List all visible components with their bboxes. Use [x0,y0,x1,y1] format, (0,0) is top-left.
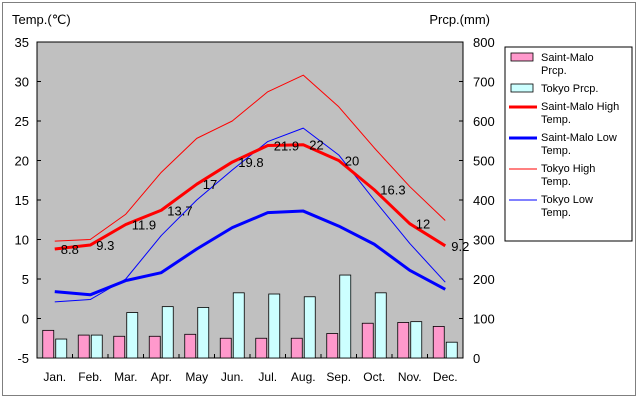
line-saint-malo-high-temp [54,143,447,251]
x-tick-label: Mar. [114,370,137,384]
data-label: 12 [416,217,430,232]
legend-label: Temp. [541,207,571,219]
bar-saint-malo-prcp [255,337,268,359]
bar-saint-malo-prcp [184,333,197,359]
left-axis-title: Temp.(℃) [12,12,71,27]
left-tick-label: 30 [15,75,29,90]
legend-label: Temp. [541,145,571,157]
x-tick-label: Feb. [78,370,102,384]
right-tick-label: 400 [473,193,495,208]
bar-saint-malo-prcp [42,329,55,359]
right-tick-label: 0 [473,351,480,366]
legend-label: Tokyo Low [541,194,593,206]
data-label: 13.7 [167,203,192,218]
legend-label: Saint-Malo [541,52,594,64]
plot-area [36,41,464,359]
bar-saint-malo-prcp [219,337,232,359]
right-tick-label: 200 [473,272,495,287]
bar-saint-malo-prcp [290,337,303,359]
line-tokyo-high-temp [54,74,446,242]
legend-swatch [510,83,534,93]
legend-label: Prcp. [541,65,567,77]
left-tick-label: 20 [15,154,29,169]
data-label: 9.2 [451,239,469,254]
data-label: 20 [345,154,359,169]
x-tick-label: Aug. [291,370,316,384]
left-tick-label: 0 [22,312,29,327]
bar-tokyo-prcp [268,293,281,359]
right-axis-title: Prcp.(mm) [429,12,490,27]
bar-saint-malo-prcp [113,335,126,359]
x-tick-label: Sep. [326,370,351,384]
bar-tokyo-prcp [126,312,139,359]
data-label: 8.8 [61,242,79,257]
bar-saint-malo-prcp [397,322,410,359]
right-tick-label: 700 [473,75,495,90]
data-label: 19.8 [238,155,263,170]
bar-tokyo-prcp [374,292,387,359]
data-label: 22 [309,138,323,153]
legend-swatch [510,52,534,62]
bar-tokyo-prcp [410,321,423,359]
bar-tokyo-prcp [339,274,352,359]
bar-saint-malo-prcp [432,325,445,359]
x-tick-label: Dec. [433,370,458,384]
bar-saint-malo-prcp [77,334,90,359]
bar-saint-malo-prcp [361,322,374,359]
right-tick-label: 800 [473,35,495,50]
legend-label: Temp. [541,114,571,126]
bar-tokyo-prcp [90,334,103,359]
x-tick-label: Apr. [151,370,172,384]
right-tick-label: 100 [473,312,495,327]
left-tick-label: 10 [15,233,29,248]
legend-label: Saint-Malo High [541,101,619,113]
bar-tokyo-prcp [55,338,68,359]
left-tick-label: 5 [22,272,29,287]
left-tick-label: -5 [17,351,29,366]
left-tick-label: 25 [15,114,29,129]
data-label: 9.3 [96,238,114,253]
legend-label: Temp. [541,176,571,188]
legend-label: Tokyo High [541,163,595,175]
bar-saint-malo-prcp [148,335,161,359]
data-label: 11.9 [132,217,156,232]
x-tick-label: Nov. [398,370,422,384]
legend-label: Saint-Malo Low [541,132,617,144]
data-label: 21.9 [274,138,299,153]
chart-frame [2,2,636,396]
legend-box [504,46,633,242]
left-tick-label: 35 [15,35,29,50]
legend-label: Tokyo Prcp. [541,83,598,95]
x-tick-label: Jan. [43,370,66,384]
x-tick-label: May [185,370,208,384]
line-saint-malo-low-temp [54,209,446,297]
bar-tokyo-prcp [197,307,210,359]
bar-tokyo-prcp [445,341,458,359]
data-label: 16.3 [380,183,405,198]
bar-tokyo-prcp [303,296,316,359]
data-label: 17 [203,177,217,192]
bar-saint-malo-prcp [326,333,339,359]
right-tick-label: 500 [473,154,495,169]
right-tick-label: 600 [473,114,495,129]
bar-tokyo-prcp [161,306,174,359]
x-tick-label: Jul. [258,370,277,384]
x-tick-label: Oct. [363,370,385,384]
left-tick-label: 15 [15,193,29,208]
bar-tokyo-prcp [232,292,245,359]
right-tick-label: 300 [473,233,495,248]
x-tick-label: Jun. [221,370,244,384]
